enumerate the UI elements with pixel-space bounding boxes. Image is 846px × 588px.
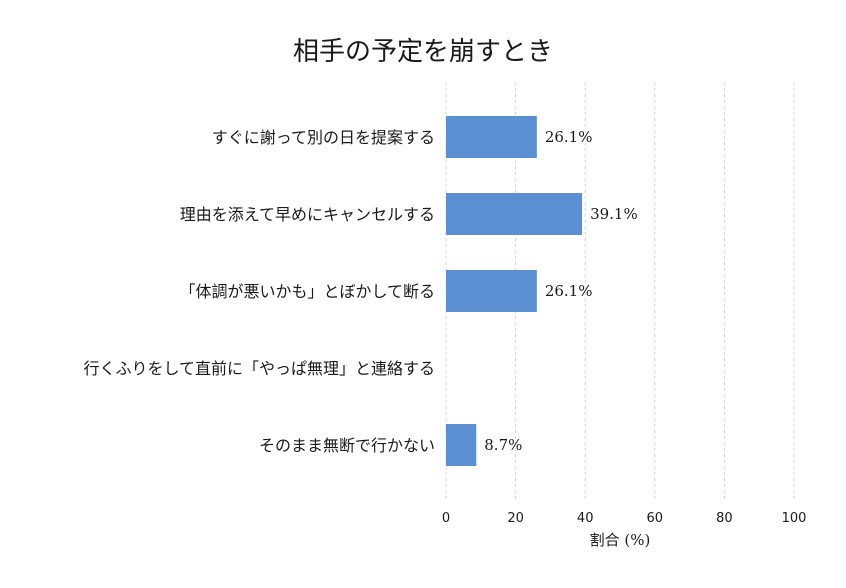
chart-title: 相手の予定を崩すとき	[293, 37, 553, 67]
category-labels: すぐに謝って別の日を提案する理由を添えて早めにキャンセルする「体調が悪いかも」と…	[83, 128, 435, 455]
category-label: 理由を添えて早めにキャンセルする	[180, 205, 435, 224]
value-label: 39.1%	[590, 205, 638, 223]
value-label: 8.7%	[484, 436, 522, 454]
x-tick-label: 60	[647, 511, 664, 526]
bars	[446, 116, 583, 466]
x-tick-label: 20	[507, 511, 524, 526]
x-tick-label: 40	[577, 511, 594, 526]
value-labels: 26.1% 39.1% 26.1% 8.7%	[484, 128, 637, 454]
x-tick-label: 80	[716, 511, 733, 526]
x-axis-label: 割合 (%)	[590, 531, 651, 549]
bar	[446, 193, 583, 235]
category-label: すぐに謝って別の日を提案する	[212, 128, 435, 147]
bar	[446, 116, 537, 158]
value-label: 26.1%	[545, 282, 593, 300]
category-label: 行くふりをして直前に「やっぱ無理」と連絡する	[83, 359, 435, 378]
x-tick-label: 100	[782, 511, 807, 526]
bar	[446, 270, 537, 312]
x-tick-labels: 0 20 40 60 80 100	[442, 511, 807, 526]
bar	[446, 424, 477, 466]
value-label: 26.1%	[545, 128, 593, 146]
category-label: そのまま無断で行かない	[259, 436, 435, 455]
x-tick-label: 0	[442, 511, 450, 526]
category-label: 「体調が悪いかも」とぼかして断る	[179, 282, 435, 301]
